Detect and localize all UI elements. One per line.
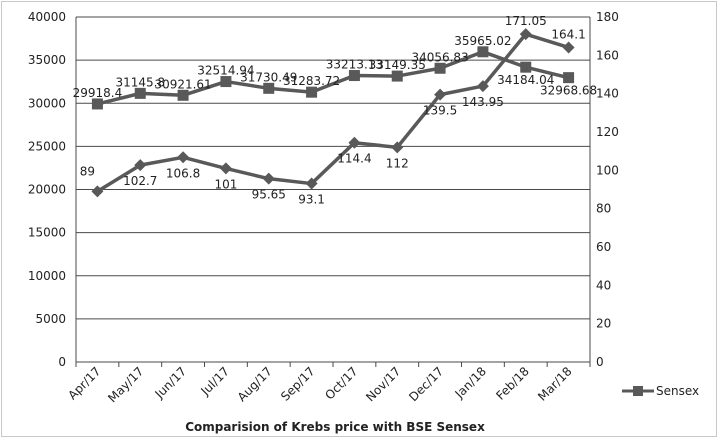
right-axis-ticks: 0 20 40 60 80 100 120 140 160 180 — [596, 10, 619, 369]
sensex-marker — [177, 89, 189, 101]
gridlines — [76, 16, 590, 320]
sensex-data-label: 33149.35 — [369, 58, 426, 72]
sensex-data-label: 34184.04 — [497, 73, 554, 87]
x-tick-label: Sep/17 — [278, 364, 318, 404]
x-tick-label: Nov/17 — [363, 364, 403, 404]
sensex-data-label: 29918.4 — [73, 86, 123, 100]
x-tick-label: May/17 — [105, 364, 146, 405]
sensex-marker — [434, 62, 446, 74]
krebs-price-data-label: 102.7 — [123, 174, 157, 188]
krebs-price-marker — [262, 172, 275, 185]
krebs-price-data-label: 143.95 — [462, 95, 504, 109]
left-tick-label: 40000 — [28, 10, 66, 24]
left-tick-label: 35000 — [28, 53, 66, 67]
right-tick-label: 40 — [596, 278, 611, 292]
x-tick-label: Jan/18 — [452, 364, 489, 401]
sensex-marker — [134, 87, 146, 99]
right-tick-label: 120 — [596, 125, 619, 139]
data-labels: 29918.431145.830921.6132514.9431730.4931… — [73, 14, 598, 206]
sensex-marker — [520, 61, 532, 73]
krebs-price-data-label: 89 — [80, 164, 95, 178]
krebs-price-marker — [476, 80, 489, 93]
krebs-price-data-label: 112 — [386, 156, 409, 170]
x-tick-label: Jul/17 — [198, 364, 233, 399]
x-tick-label: Apr/17 — [65, 364, 103, 402]
chart-title: Comparision of Krebs price with BSE Sens… — [185, 420, 485, 434]
krebs-price-data-label: 95.65 — [252, 188, 286, 202]
left-tick-label: 10000 — [28, 269, 66, 283]
left-tick-label: 25000 — [28, 139, 66, 153]
sensex-data-label: 32514.94 — [197, 64, 254, 78]
krebs-price-data-label: 139.5 — [423, 104, 457, 118]
krebs-price-marker — [519, 28, 532, 41]
right-tick-label: 180 — [596, 10, 619, 24]
sensex-data-label: 32968.68 — [540, 84, 597, 98]
krebs-price-data-label: 114.4 — [337, 152, 371, 166]
krebs-price-data-label: 164.1 — [551, 27, 585, 41]
krebs-price-data-label: 106.8 — [166, 166, 200, 180]
sensex-marker — [306, 86, 318, 98]
sensex-marker — [263, 82, 275, 94]
legend: Sensex — [622, 384, 699, 398]
axes — [75, 17, 591, 367]
x-tick-label: Dec/17 — [406, 364, 446, 404]
right-tick-label: 100 — [596, 163, 619, 177]
sensex-marker — [348, 70, 360, 82]
right-tick-label: 0 — [596, 355, 604, 369]
left-tick-label: 30000 — [28, 96, 66, 110]
krebs-price-marker — [434, 88, 447, 101]
right-tick-label: 60 — [596, 240, 611, 254]
krebs-price-data-label: 101 — [214, 177, 237, 191]
krebs-price-data-label: 93.1 — [298, 193, 325, 207]
sensex-data-label: 31730.49 — [240, 70, 297, 84]
krebs-price-marker — [391, 141, 404, 154]
sensex-marker — [477, 46, 489, 58]
left-tick-label: 15000 — [28, 226, 66, 240]
sensex-data-label: 35965.02 — [454, 34, 511, 48]
left-tick-label: 5000 — [35, 312, 66, 326]
sensex-data-label: 30921.61 — [154, 77, 211, 91]
sensex-marker — [91, 98, 103, 110]
right-tick-label: 140 — [596, 87, 619, 101]
legend-marker-sensex — [633, 386, 643, 396]
sensex-data-label: 33213.13 — [326, 58, 383, 72]
krebs-price-data-label: 171.05 — [505, 14, 547, 28]
x-tick-label: Jun/17 — [152, 364, 190, 402]
krebs-price-marker — [134, 159, 147, 172]
sensex-line — [96, 50, 569, 106]
sensex-marker — [220, 76, 232, 88]
krebs-price-marker — [91, 185, 104, 198]
sensex-marker — [391, 70, 403, 82]
right-tick-label: 80 — [596, 202, 611, 216]
left-axis-ticks: 0 5000 10000 15000 20000 25000 30000 35000 40000 — [28, 10, 66, 369]
x-tick-label: Mar/18 — [535, 364, 575, 404]
x-tick-label: Aug/17 — [235, 364, 275, 404]
left-tick-label: 0 — [58, 355, 66, 369]
x-tick-label: Feb/18 — [493, 364, 532, 403]
x-tick-label: Oct/17 — [322, 364, 360, 402]
sensex-data-label: 31145.8 — [115, 75, 165, 89]
krebs-price-marker — [305, 177, 318, 190]
krebs-price-marker — [348, 136, 361, 149]
left-tick-label: 20000 — [28, 183, 66, 197]
legend-label-sensex: Sensex — [656, 384, 699, 398]
sensex-data-label: 34056.83 — [411, 50, 468, 64]
krebs-price-marker — [562, 41, 575, 54]
sensex-data-label: 31283.72 — [283, 74, 340, 88]
series — [91, 28, 575, 198]
sensex-marker — [563, 72, 575, 84]
krebs-price-marker — [219, 162, 232, 175]
krebs-price-marker — [177, 151, 190, 164]
krebs-price-line — [96, 32, 570, 193]
right-tick-label: 20 — [596, 317, 611, 331]
x-axis-ticks: Apr/17 May/17 Jun/17 Jul/17 Aug/17 Sep/17 Oct/… — [65, 364, 574, 405]
right-tick-label: 160 — [596, 48, 619, 62]
